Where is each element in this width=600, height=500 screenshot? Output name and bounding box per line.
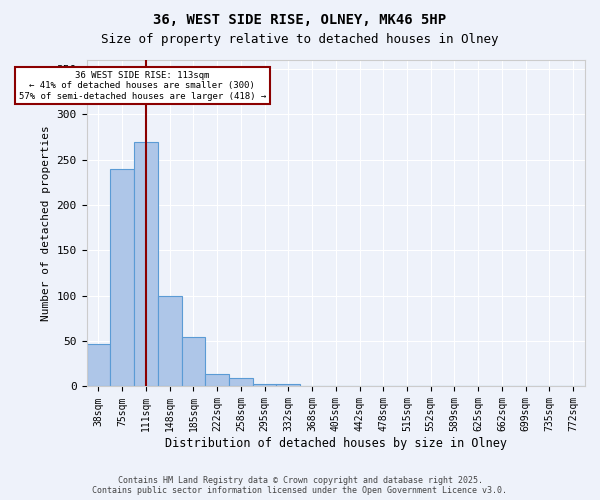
- Bar: [277, 384, 300, 386]
- Bar: [182, 336, 205, 386]
- Bar: [158, 296, 182, 386]
- Text: 36 WEST SIDE RISE: 113sqm
← 41% of detached houses are smaller (300)
57% of semi: 36 WEST SIDE RISE: 113sqm ← 41% of detac…: [19, 71, 266, 101]
- Text: 36, WEST SIDE RISE, OLNEY, MK46 5HP: 36, WEST SIDE RISE, OLNEY, MK46 5HP: [154, 12, 446, 26]
- Text: Contains HM Land Registry data © Crown copyright and database right 2025.
Contai: Contains HM Land Registry data © Crown c…: [92, 476, 508, 495]
- Bar: [229, 378, 253, 386]
- Bar: [86, 344, 110, 387]
- Bar: [110, 169, 134, 386]
- Text: Size of property relative to detached houses in Olney: Size of property relative to detached ho…: [101, 32, 499, 46]
- Bar: [205, 374, 229, 386]
- Y-axis label: Number of detached properties: Number of detached properties: [41, 126, 51, 321]
- Bar: [134, 142, 158, 386]
- X-axis label: Distribution of detached houses by size in Olney: Distribution of detached houses by size …: [165, 437, 507, 450]
- Bar: [253, 384, 277, 386]
